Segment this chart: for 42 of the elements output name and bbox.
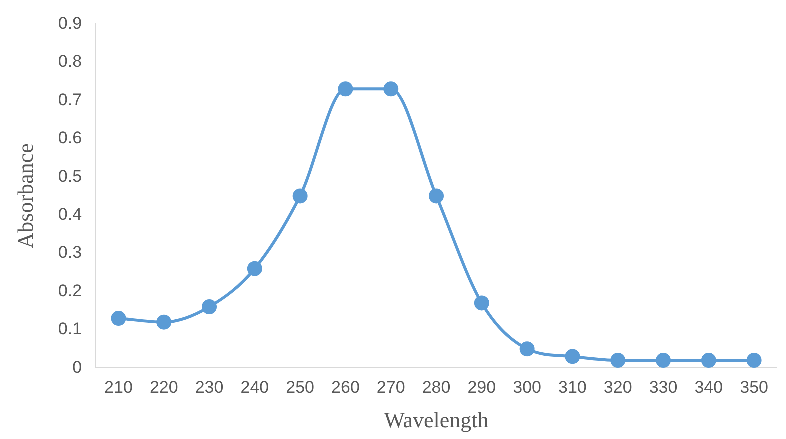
point [656,353,672,368]
x-tick-label: 350 [740,378,768,398]
point [111,311,126,326]
point [202,300,218,315]
x-tick-label: 310 [558,378,587,398]
y-tick-label: 0.7 [58,90,82,110]
x-tick-label: 250 [286,378,315,398]
x-tick-label: 210 [104,378,133,398]
y-axis-title: Absorbance [12,144,38,249]
point [746,353,762,368]
x-tick-label: 240 [240,378,270,398]
point [338,82,354,97]
point [384,82,399,97]
point [429,188,444,204]
x-tick-label: 300 [513,378,542,398]
x-tick-label: 290 [468,378,496,398]
point [292,188,308,204]
point [520,342,535,357]
x-axis-title: Wavelength [384,408,489,433]
x-tick-label: 280 [422,378,451,398]
x-tick-label: 340 [694,378,724,398]
y-tick-label: 0.6 [58,128,82,148]
y-tick-label: 0.2 [58,281,82,300]
point [565,349,580,364]
y-tick-label: 0.1 [58,320,82,339]
x-tick-label: 260 [332,378,360,398]
point [610,353,626,368]
y-tick-label: 0 [72,358,82,377]
point [156,314,172,330]
point [247,261,262,276]
y-tick-label: 0.5 [58,166,82,186]
x-tick-label: 230 [195,378,224,398]
y-tick-label: 0.8 [58,52,82,72]
y-tick-label: 0.4 [58,205,82,224]
x-tick-label: 320 [604,378,632,398]
y-tick-label: 0.3 [58,243,82,262]
x-tick-label: 330 [649,378,678,398]
point [474,296,490,311]
x-tick-label: 220 [150,378,178,398]
point [701,353,716,368]
y-tick-label: 0.9 [58,14,82,33]
x-tick-label: 270 [376,378,406,398]
